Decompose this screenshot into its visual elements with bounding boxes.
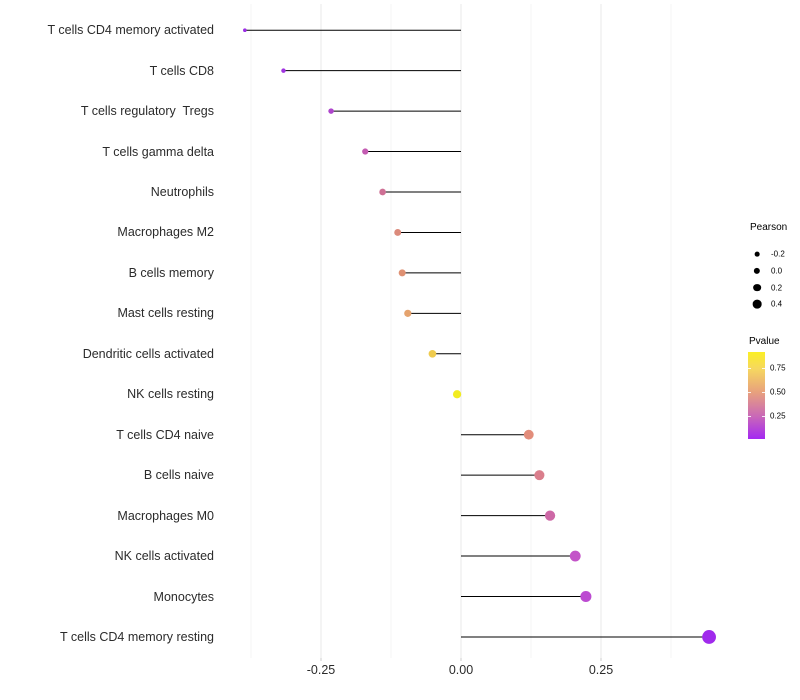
pvalue-gradient-bar [748,352,765,439]
lollipop-dot [398,269,406,277]
lollipop-dot [281,68,286,73]
size-legend-label: 0.4 [771,299,783,309]
lollipop-dot [534,470,545,481]
size-legend-dot [753,267,761,275]
lollipop-dot [452,390,462,399]
pvalue-bar-tick [762,392,765,394]
category-label: T cells regulatory Tregs [80,104,214,119]
x-tick-label: -0.25 [306,663,336,677]
lollipop-dot [702,630,716,644]
category-label: Neutrophils [150,185,214,199]
category-label: Mast cells resting [117,306,214,321]
lollipop-dot [523,429,534,440]
category-label: T cells CD4 memory resting [60,629,214,644]
pearson-legend-title: Pearson [750,222,788,233]
category-label: Macrophages M0 [117,508,214,523]
pvalue-legend-title: Pvalue [749,336,780,347]
lollipop-dot [328,108,334,114]
category-label: T cells gamma delta [102,144,214,159]
lollipop-dot [580,590,592,603]
lollipop-dot [404,309,412,317]
pvalue-legend-label: 0.50 [770,387,786,397]
pvalue-bar-tick [762,416,765,417]
category-label: NK cells resting [127,387,214,402]
category-label: T cells CD4 naive [116,427,214,442]
lollipop-dot [544,510,556,521]
x-tick-label: 0.25 [588,663,614,677]
category-label: T cells CD8 [149,63,214,78]
category-label: NK cells activated [114,549,214,564]
x-tick-label: 0.00 [448,663,474,677]
lollipop-dot [379,188,386,196]
size-legend-label: 0.0 [771,266,783,276]
lollipop-dot [569,550,581,562]
pvalue-bar-tick [748,392,751,394]
lollipop-dot [362,148,369,155]
lollipop-dot [428,349,437,358]
pvalue-bar-tick [748,416,751,417]
size-legend-dot [754,251,760,257]
category-label: Macrophages M2 [117,225,214,240]
pvalue-bar-tick [748,368,751,370]
size-legend-dot [753,283,761,292]
size-legend-dot [752,300,762,309]
category-label: Monocytes [153,589,214,604]
pvalue-legend-label: 0.75 [770,363,786,373]
pvalue-bar-tick [762,368,765,370]
category-label: T cells CD4 memory activated [47,23,215,38]
lollipop-dot [394,228,402,236]
category-label: B cells naive [143,468,214,483]
size-legend-label: 0.2 [771,283,783,293]
category-label: B cells memory [128,265,214,280]
size-legend-label: -0.2 [771,249,785,259]
lollipop-dot [243,28,247,32]
category-label: Dendritic cells activated [82,346,214,361]
pvalue-legend-label: 0.25 [770,411,786,421]
